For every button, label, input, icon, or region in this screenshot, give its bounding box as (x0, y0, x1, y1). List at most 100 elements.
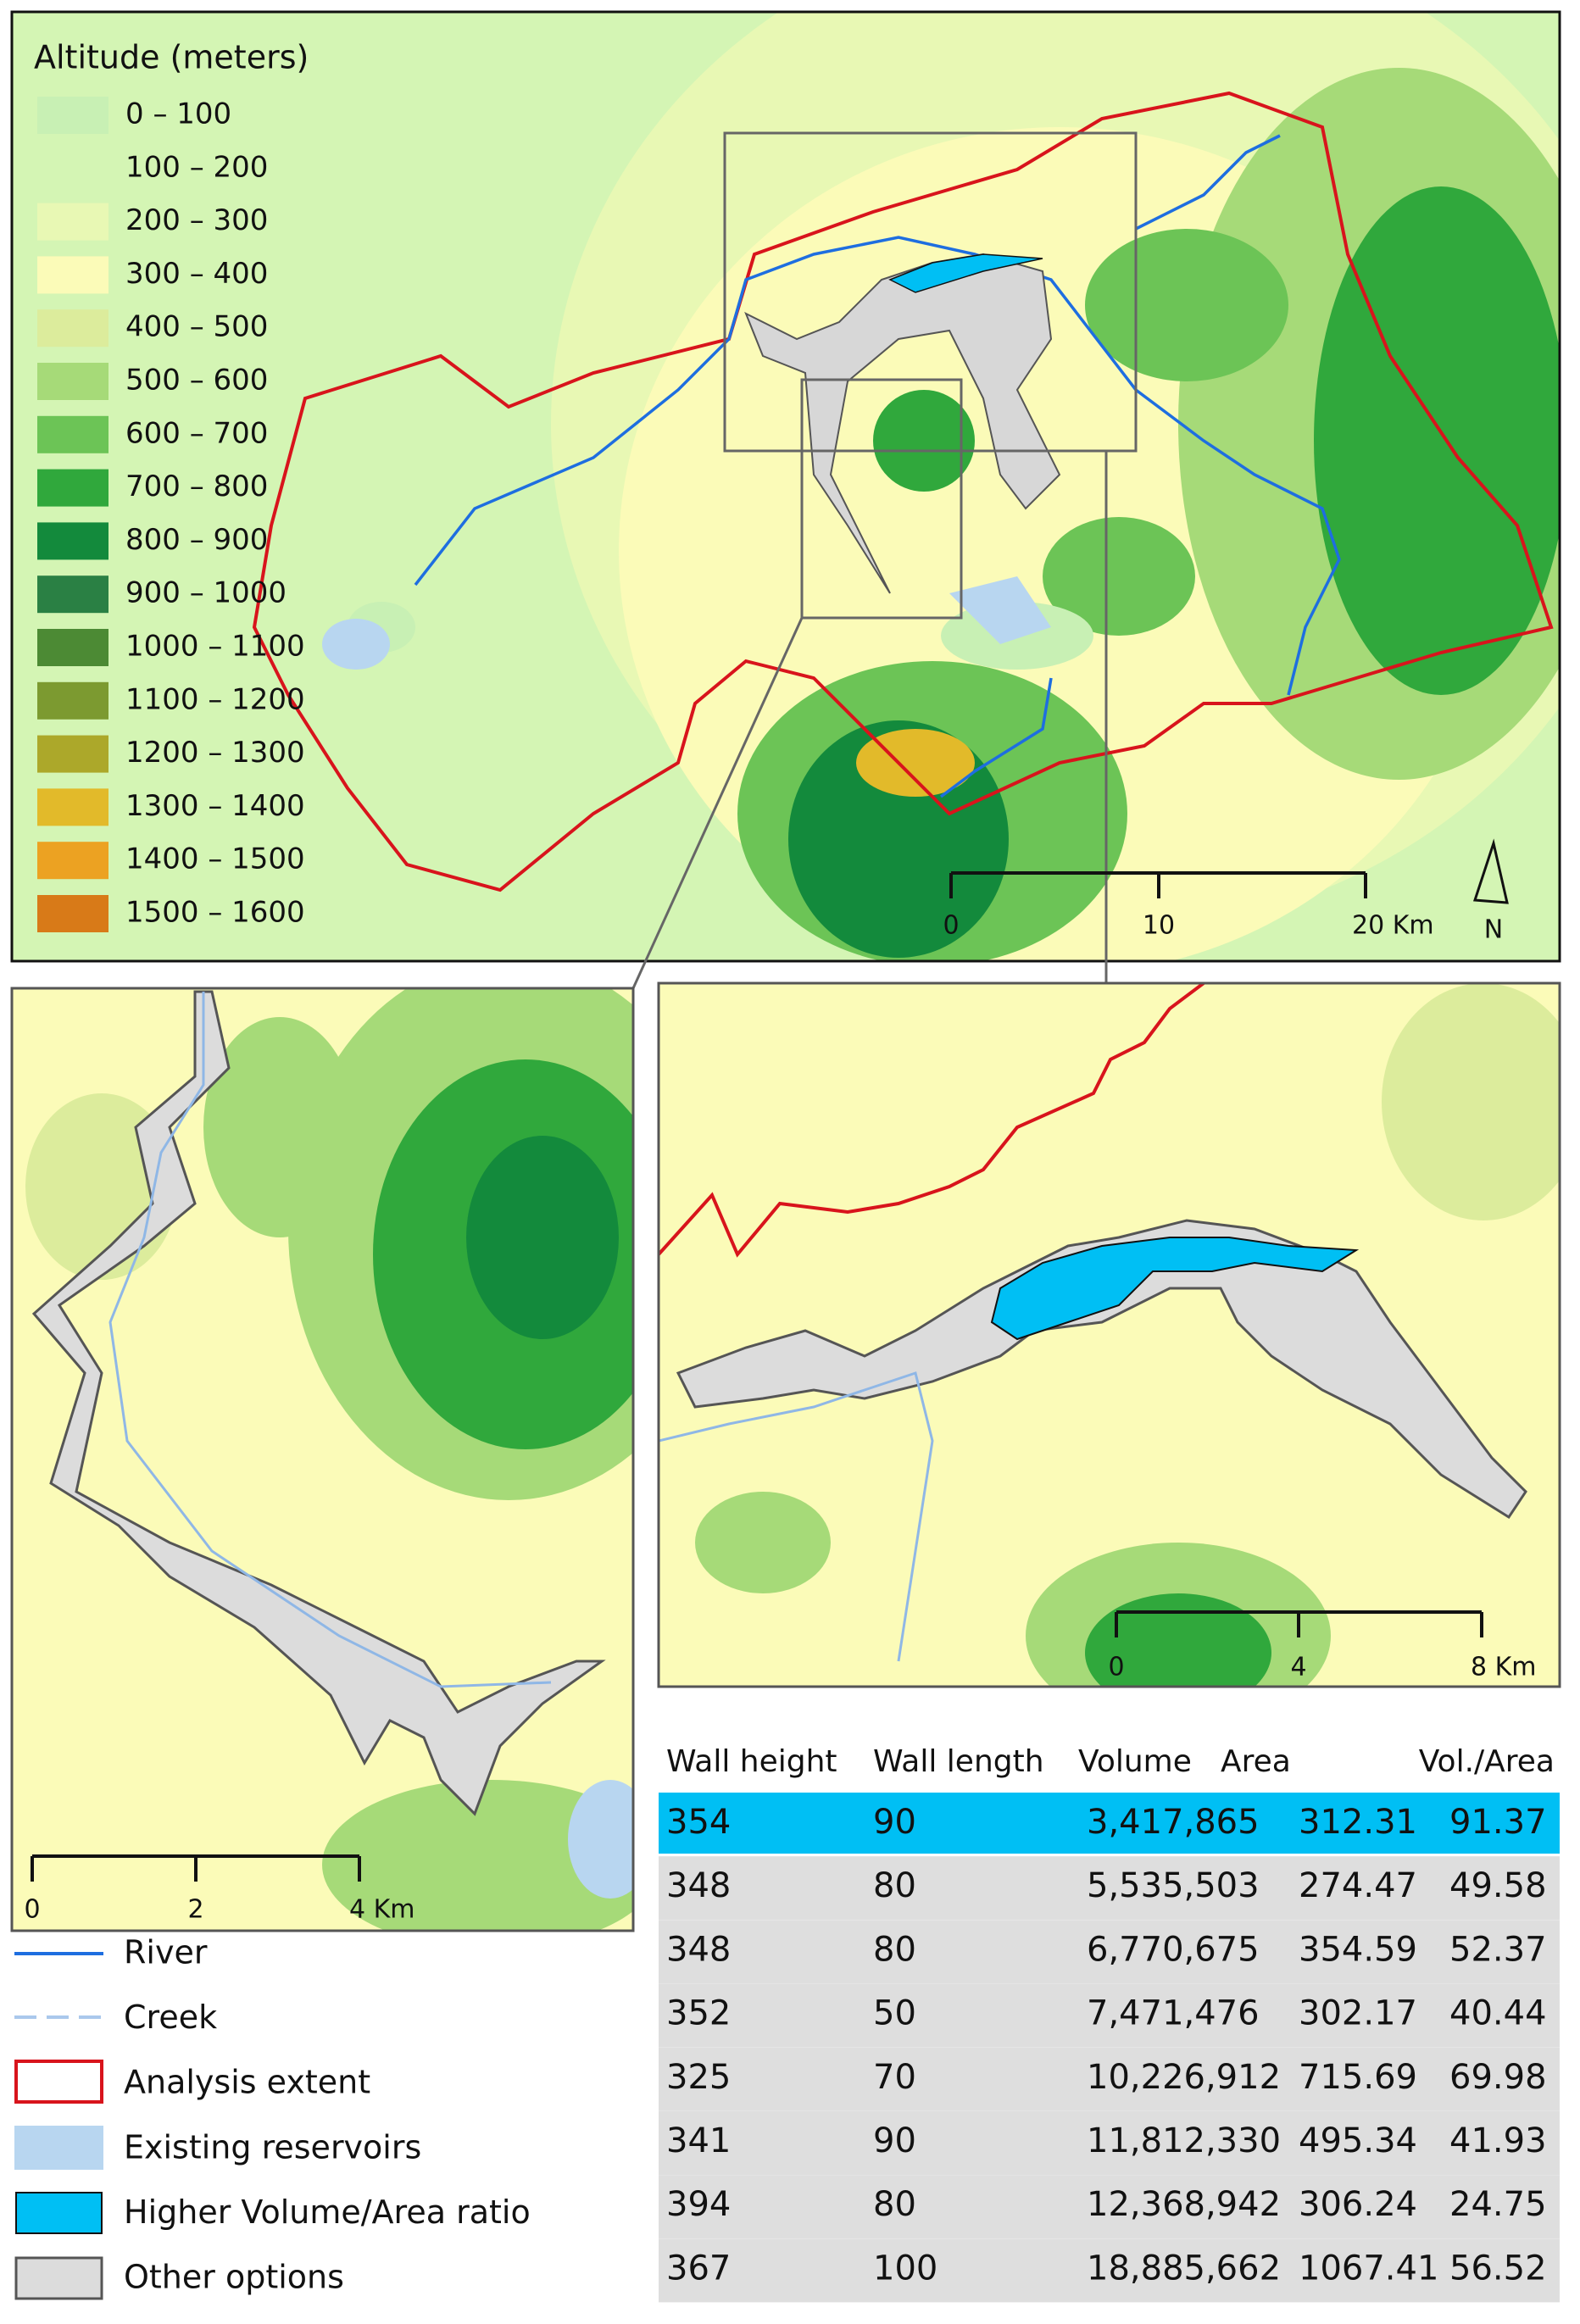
legend-swatch (37, 575, 108, 614)
legend-swatch (37, 149, 108, 187)
legend-label: 1500 – 1600 (125, 896, 305, 930)
legend-label: 900 – 1000 (125, 576, 287, 610)
column-header: Area (1221, 1744, 1291, 1779)
table-cell: 341 (666, 2121, 731, 2160)
table-row (659, 2175, 1560, 2239)
legend-swatch (37, 415, 108, 453)
legend-label: 500 – 600 (125, 364, 268, 398)
table-row (659, 1920, 1560, 1984)
results-table: Wall height Wall length Volume Area Vol./Are… (659, 1744, 1560, 2303)
table-cell: 306.24 (1299, 2185, 1417, 2224)
legend-swatch (37, 469, 108, 507)
legend-swatch (37, 735, 108, 773)
legend-swatch (37, 681, 108, 720)
legend-swatch (37, 629, 108, 666)
table-cell: 274.47 (1299, 1866, 1417, 1905)
table-cell: 80 (873, 1866, 916, 1905)
scale-label: 0 (24, 1895, 40, 1925)
legend-swatch (37, 203, 108, 241)
table-cell: 100 (873, 2249, 937, 2288)
legend-label: 1000 – 1100 (125, 630, 305, 664)
table-cell: 352 (666, 1994, 731, 2033)
table-cell: 80 (873, 1930, 916, 1969)
left-inset-map (12, 988, 633, 1931)
table-cell: 24.75 (1449, 2185, 1547, 2224)
table-row (659, 1983, 1560, 2048)
legend-label: Existing reservoirs (124, 2128, 421, 2166)
table-row (659, 1793, 1560, 1854)
column-header: Wall length (873, 1744, 1044, 1779)
table-cell: 715.69 (1299, 2058, 1417, 2097)
table-cell: 348 (666, 1930, 731, 1969)
scale-label: 0 (943, 911, 959, 941)
legend-label: Higher Volume/Area ratio (124, 2193, 531, 2231)
legend-swatch (37, 788, 108, 826)
legend-label: 1400 – 1500 (125, 842, 305, 876)
legend-label: 1100 – 1200 (125, 682, 305, 716)
table-cell: 40.44 (1449, 1994, 1547, 2033)
map-legend (14, 1952, 103, 2300)
map-legend-labels: River Creek Analysis extent Existing reserv… (124, 1934, 531, 2296)
table-cell: 52.37 (1449, 1930, 1547, 1969)
table-cell: 302.17 (1299, 1994, 1417, 2033)
table-cell: 367 (666, 2249, 731, 2288)
table-cell: 90 (873, 1803, 916, 1842)
scale-label: 4 (1290, 1653, 1306, 1682)
table-cell: 348 (666, 1866, 731, 1905)
table-cell: 10,226,912 (1087, 2058, 1281, 2097)
north-arrow (1472, 838, 1509, 904)
legend-swatch (37, 895, 108, 932)
table-cell: 50 (873, 1994, 916, 2033)
table-cell: 11,812,330 (1087, 2121, 1281, 2160)
table-row (659, 2238, 1560, 2303)
column-header: Volume (1078, 1744, 1192, 1779)
legend-label: Creek (124, 1999, 217, 2036)
column-header: Vol./Area (1419, 1744, 1555, 1779)
table-cell: 18,885,662 (1087, 2249, 1281, 2288)
legend-label: Analysis extent (124, 2064, 370, 2101)
legend-label: 700 – 800 (125, 470, 268, 503)
scale-bar (31, 1854, 361, 1882)
right-inset-map (659, 983, 1560, 1687)
legend-label: 600 – 700 (125, 416, 268, 450)
table-cell: 312.31 (1299, 1803, 1417, 1842)
legend-label: 1300 – 1400 (125, 789, 305, 823)
scale-label: 2 (187, 1895, 203, 1925)
legend-label: 200 – 300 (125, 203, 268, 237)
table-cell: 3,417,865 (1087, 1803, 1260, 1842)
legend-swatch (37, 256, 108, 294)
table-row (659, 2111, 1560, 2175)
legend-label: River (124, 1934, 208, 1971)
table-cell: 354 (666, 1803, 731, 1842)
legend-label: 800 – 900 (125, 523, 268, 557)
table-row (659, 2047, 1560, 2111)
table-cell: 70 (873, 2058, 916, 2097)
legend-swatch (37, 842, 108, 880)
scale-label: 20 Km (1352, 911, 1434, 941)
table-cell: 6,770,675 (1087, 1930, 1260, 1969)
table-cell: 80 (873, 2185, 916, 2224)
scale-label: 4 Km (349, 1895, 415, 1925)
column-header: Wall height (666, 1744, 837, 1779)
table-cell: 5,535,503 (1087, 1866, 1260, 1905)
table-cell: 7,471,476 (1087, 1994, 1260, 2033)
scale-label: 8 Km (1471, 1653, 1537, 1682)
table-cell: 56.52 (1449, 2249, 1547, 2288)
table-cell: 394 (666, 2185, 731, 2224)
table-cell: 325 (666, 2058, 731, 2097)
legend-title: Altitude (meters) (34, 39, 309, 76)
table-cell: 91.37 (1449, 1803, 1547, 1842)
table-cell: 12,368,942 (1087, 2185, 1281, 2224)
legend-label: 300 – 400 (125, 257, 268, 291)
legend-label: 0 – 100 (125, 97, 231, 131)
table-cell: 354.59 (1299, 1930, 1417, 1969)
table-cell: 1067.41 (1299, 2249, 1438, 2288)
table-cell: 90 (873, 2121, 916, 2160)
scale-label: 10 (1143, 911, 1175, 941)
altitude-legend: 0 – 100 100 – 200 200 – 300 300 – 400 400 – … (37, 97, 305, 932)
north-label: N (1484, 915, 1503, 945)
legend-label: 1200 – 1300 (125, 736, 305, 770)
legend-label: Other options (124, 2259, 344, 2296)
